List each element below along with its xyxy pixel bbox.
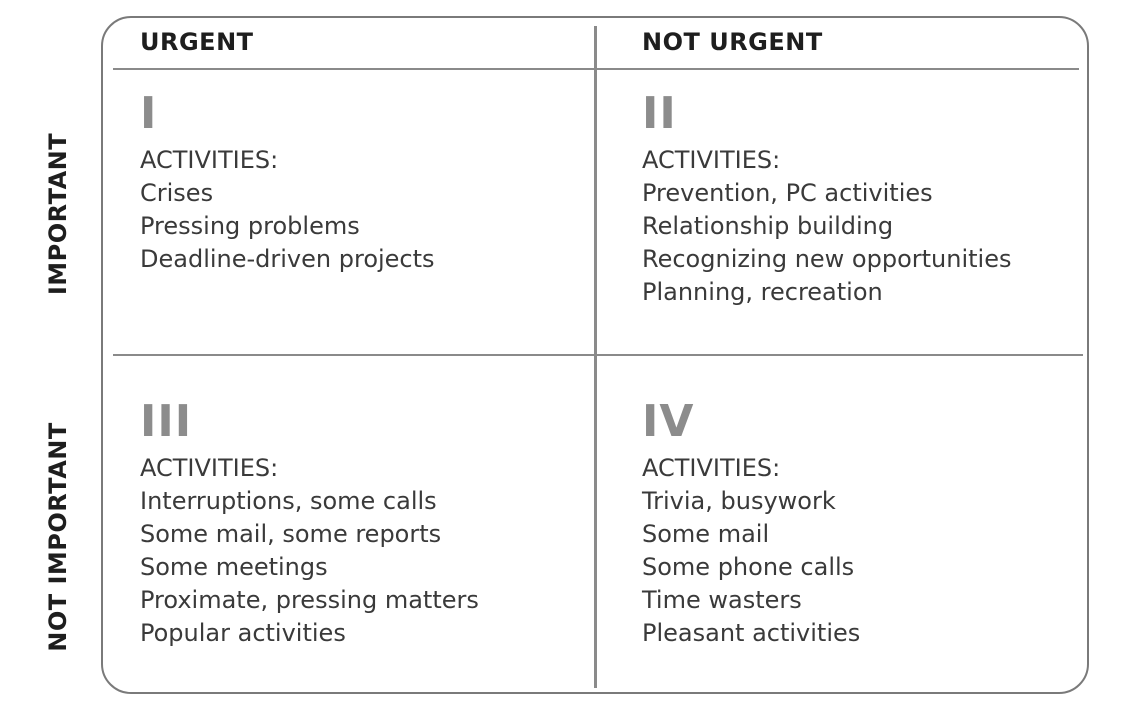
activity-item: Interruptions, some calls [140,487,437,515]
quadrant-3: III ACTIVITIES: Interruptions, some call… [140,398,590,650]
row-header-not-important: NOT IMPORTANT [44,422,72,652]
activity-item: Proximate, pressing matters [140,586,479,614]
quadrant-numeral: IV [642,396,695,447]
activity-item: Some mail, some reports [140,520,442,548]
column-divider [594,26,597,688]
quadrant-2: II ACTIVITIES: Prevention, PC activities… [642,90,1092,309]
activity-item: Pressing problems [140,212,360,240]
activities-list: Interruptions, some calls Some mail, som… [140,485,590,650]
activities-heading: ACTIVITIES: [642,454,781,482]
activity-item: Crises [140,179,214,207]
row-divider [113,354,1083,356]
activity-item: Deadline-driven projects [140,245,435,273]
activity-item: Trivia, busywork [642,487,836,515]
activities-list: Prevention, PC activities Relationship b… [642,177,1092,309]
activity-item: Recognizing new opportunities [642,245,1012,273]
activity-item: Some meetings [140,553,328,581]
activities-heading: ACTIVITIES: [140,454,279,482]
activities-list: Trivia, busywork Some mail Some phone ca… [642,485,1092,650]
activities-list: Crises Pressing problems Deadline-driven… [140,177,590,276]
activities-heading: ACTIVITIES: [140,146,279,174]
quadrant-1: I ACTIVITIES: Crises Pressing problems D… [140,90,590,276]
column-header-not-urgent: NOT URGENT [642,28,823,56]
activity-item: Time wasters [642,586,802,614]
activity-item: Planning, recreation [642,278,883,306]
row-header-important: IMPORTANT [44,132,72,296]
quadrant-numeral: II [642,88,677,139]
activity-item: Relationship building [642,212,894,240]
quadrant-numeral: III [140,396,193,447]
matrix-frame [101,16,1089,694]
activity-item: Some mail [642,520,770,548]
activity-item: Prevention, PC activities [642,179,933,207]
column-header-urgent: URGENT [140,28,254,56]
activity-item: Pleasant activities [642,619,861,647]
quadrant-4: IV ACTIVITIES: Trivia, busywork Some mai… [642,398,1092,650]
activities-heading: ACTIVITIES: [642,146,781,174]
activity-item: Popular activities [140,619,346,647]
activity-item: Some phone calls [642,553,855,581]
quadrant-numeral: I [140,88,158,139]
